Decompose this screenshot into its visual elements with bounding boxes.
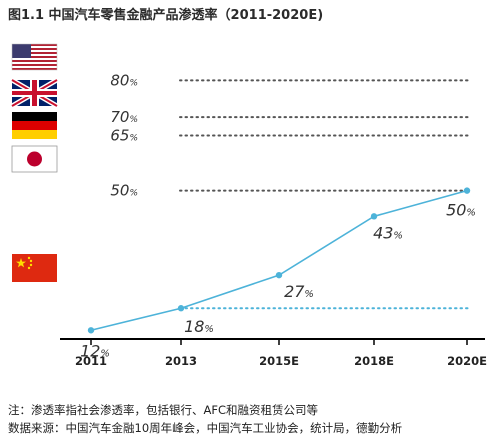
series-line: 12% 18% 27% 43% 50% [80, 187, 476, 360]
data-label: 50% [446, 201, 476, 220]
benchmark-label: 50% [110, 182, 138, 200]
x-axis: 2011 2013 2015E 2018E 2020E [60, 338, 487, 368]
chart-title: 图1.1 中国汽车零售金融产品渗透率（2011-2020E) [8, 8, 324, 23]
x-tick-label: 2020E [447, 354, 487, 368]
series-polyline [90, 189, 468, 332]
de-flag [12, 112, 57, 139]
source-note: 数据来源：中国汽车金融10周年峰会，中国汽车工业协会，统计局，德勤分析 [8, 421, 403, 435]
data-point [463, 187, 471, 194]
data-label: 43% [373, 223, 403, 242]
data-label: 18% [184, 317, 214, 336]
chart-canvas: 80% 70%65% 50% 2011 2013 2015E 2018E 2020E 12%… [10, 43, 487, 368]
data-point [370, 213, 378, 220]
data-label: 27% [284, 282, 314, 301]
us-flag [11, 43, 58, 71]
benchmark-lines: 80% 70%65% 50% [110, 71, 471, 200]
uk-flag [10, 77, 59, 109]
data-point [87, 327, 95, 334]
data-label: 12% [80, 341, 110, 360]
benchmark-label: 65% [110, 127, 138, 145]
benchmark-label: 80% [110, 71, 138, 89]
x-tick-label: 2013 [165, 354, 197, 368]
x-tick-label: 2015E [259, 354, 299, 368]
footnote: 注：渗透率指社会渗透率，包括银行、AFC和融资租赁公司等 [8, 403, 319, 417]
x-tick-label: 2011 [75, 354, 107, 368]
x-tick-label: 2018E [354, 354, 394, 368]
data-point [275, 271, 283, 279]
data-point [177, 305, 185, 312]
jp-flag [11, 145, 58, 173]
cn-flag [12, 254, 57, 282]
benchmark-label: 70% [110, 108, 138, 126]
